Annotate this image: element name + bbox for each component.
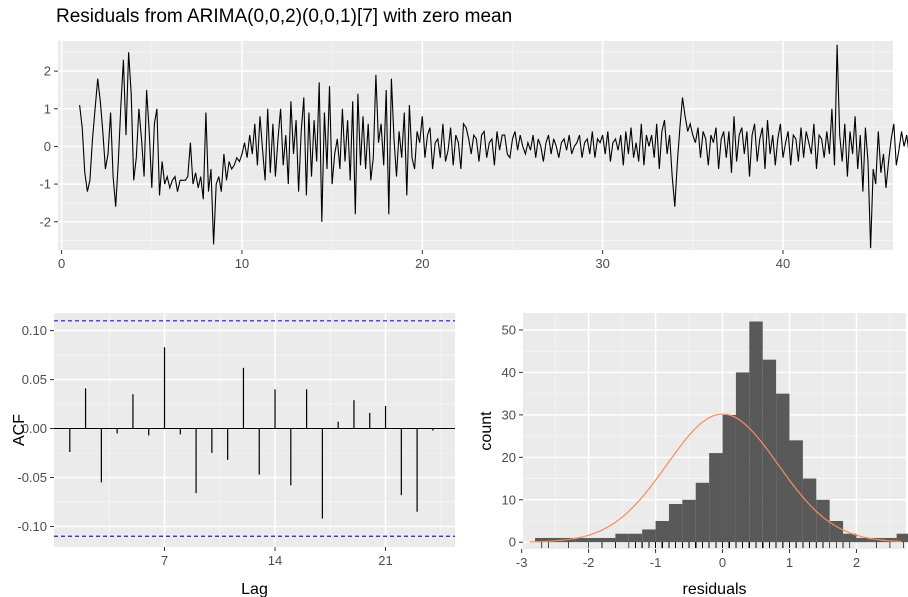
acf-y-tick-label: 0.05 [22,372,47,387]
acf-x-tick-label: 21 [378,553,392,568]
hist-y-tick-label: 30 [502,407,516,422]
histogram-bar [789,440,803,543]
hist-x-tick-label: -3 [516,555,528,570]
hist-y-tick-label: 10 [502,492,516,507]
histogram-bar [869,537,884,543]
histogram-bar [548,537,562,543]
histogram-bar [843,533,857,543]
x-tick-label: 0 [58,256,65,271]
histogram-bar [722,414,736,543]
histogram-bar [829,520,844,543]
x-tick-label: 40 [776,256,790,271]
hist-x-tick-label: 1 [786,555,793,570]
y-tick-label: 1 [44,101,51,116]
histogram-bar [655,520,669,543]
hist-y-tick-label: 0 [509,535,516,550]
acf-y-axis-label: ACF [11,414,28,446]
x-tick-label: 30 [595,256,609,271]
histogram-bar [561,537,576,543]
hist-y-tick-label: 50 [502,322,516,337]
hist-x-axis-label: residuals [682,581,746,597]
histogram-bar [615,533,629,543]
hist-x-tick-label: 0 [719,555,726,570]
residual-series-line [79,44,908,249]
rug-marks [541,542,904,548]
chart-title: Residuals from ARIMA(0,0,2)(0,0,1)[7] wi… [56,6,513,27]
histogram-bar [749,321,763,543]
histogram-bar [762,359,777,543]
panel-background [58,41,893,250]
acf-x-axis-label: Lag [241,581,268,597]
histogram-bar [695,482,710,543]
x-tick-label: 20 [415,256,429,271]
y-tick-label: 0 [44,139,51,154]
histogram-bar [883,537,897,543]
y-tick-label: -2 [39,214,51,229]
hist-x-tick-label: -1 [650,555,662,570]
histogram-bar [575,537,589,543]
histogram-bar [668,504,683,543]
acf-y-tick-label: 0.00 [22,421,47,436]
hist-x-tick-label: 2 [853,555,860,570]
histogram-bar [535,537,549,543]
y-tick-label: -1 [39,177,51,192]
histogram-bar [802,478,817,543]
acf-x-tick-label: 7 [161,553,168,568]
histogram-bar [896,533,908,543]
acf-y-tick-label: 0.10 [22,323,47,338]
histogram-bar [588,537,603,543]
histogram-bar [816,499,830,543]
acf-x-tick-label: 14 [268,553,282,568]
x-tick-label: 10 [235,256,249,271]
density-curve [529,413,902,543]
acf-panel-background [54,313,455,547]
histogram-bar [735,372,750,543]
histogram-bar [856,537,870,543]
histogram-bar [776,393,790,543]
histogram-bar [642,529,656,543]
acf-y-tick-label: -0.05 [17,470,47,485]
hist-x-tick-label: -2 [583,555,595,570]
histogram-bar [709,453,723,543]
hist-y-tick-label: 40 [502,365,516,380]
y-tick-label: 2 [44,64,51,79]
hist-y-tick-label: 20 [502,450,516,465]
histogram-bar [682,499,696,543]
histogram-bar [602,537,616,543]
hist-y-axis-label: count [478,411,495,451]
histogram-bar [628,533,643,543]
acf-y-tick-label: -0.10 [17,519,47,534]
